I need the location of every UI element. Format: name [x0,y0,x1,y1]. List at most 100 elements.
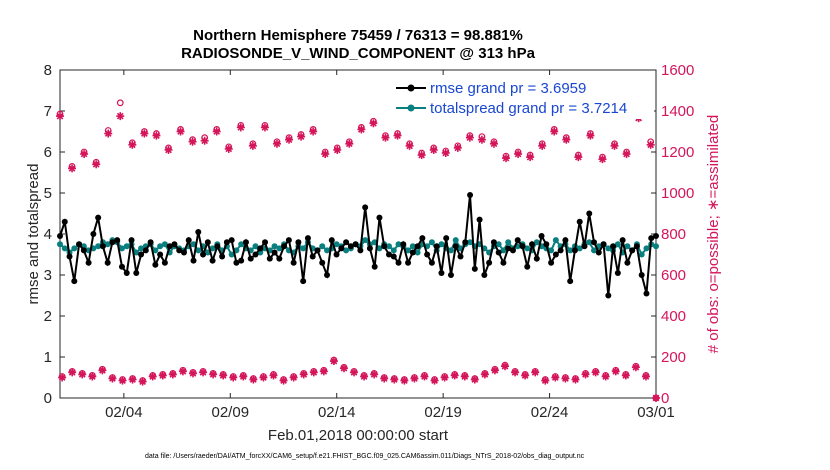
star-stroke [418,151,426,159]
data-point [567,247,574,254]
data-point [624,259,631,266]
star-stroke [270,372,277,379]
data-point [357,247,364,254]
obs-assimilated-point [357,125,366,134]
chart-subtitle: RADIOSONDE_V_WIND_COMPONENT @ 313 hPa [181,45,536,62]
data-point [57,233,63,240]
legend-spread-label: totalspread grand pr = 3.7214 [430,100,627,117]
data-point [371,263,378,270]
obs-assimilated-point [178,367,187,376]
data-point [204,239,211,246]
data-point [586,210,593,217]
data-point [157,243,164,250]
data-point [190,257,197,264]
star-stroke [478,136,486,144]
star-stroke [321,150,329,158]
star-stroke [441,374,448,381]
data-point [95,214,102,221]
data-point [500,259,507,266]
obs-assimilated-point [390,375,399,384]
data-point [409,243,416,250]
data-point [414,249,421,256]
data-point [452,237,459,244]
obs-assimilated-point [118,376,127,385]
star-stroke [340,364,348,372]
data-point [123,269,130,276]
obs-assimilated-point [152,131,161,140]
obs-assimilated-point [501,362,510,371]
star-stroke [611,142,618,150]
obs-assimilated-point [430,376,439,385]
y-tick-label: 8 [44,62,52,79]
data-point [395,241,402,248]
star-stroke [421,373,428,380]
series-obs-assimilated- [56,112,655,173]
obs-assimilated-point [239,372,248,381]
star-stroke [502,154,510,162]
data-point [552,237,559,244]
star-stroke [572,376,579,383]
data-point [200,251,207,258]
data-point [152,261,159,268]
star-stroke [309,128,317,135]
star-stroke [249,142,257,150]
star-stroke [430,146,438,154]
data-point [343,239,350,246]
star-stroke [599,155,606,163]
obs-assimilated-point [269,371,278,380]
star-stroke [562,375,569,382]
x-axis-label: Feb.01,2018 00:00:00 start [268,427,449,444]
obs-assimilated-point [393,131,402,140]
data-point [467,239,474,246]
obs-assimilated-point [200,136,209,145]
star-stroke [199,369,207,376]
obs-assimilated-point [381,133,390,142]
data-point [376,245,383,252]
data-point [381,243,388,250]
star-stroke [562,136,570,144]
star-stroke [358,126,365,133]
star-stroke [612,367,620,375]
data-point [109,239,116,246]
obs-assimilated-point [611,367,620,376]
obs-assimilated-point [104,129,113,138]
star-stroke [491,366,499,374]
data-point [118,263,125,270]
obs-assimilated-point [68,164,77,173]
data-point [548,259,555,266]
star-stroke [225,145,233,153]
obs-assimilated-point [188,369,197,378]
star-stroke [466,134,474,142]
data-point [276,245,283,252]
obs-assimilated-point [531,368,540,377]
obs-assimilated-point [538,141,547,150]
obs-assimilated-point [410,374,419,383]
star-stroke [390,376,398,383]
data-point [104,241,111,248]
obs-assimilated-point [502,154,511,163]
obs-assimilated-point [56,112,64,121]
obs-assimilated-point [490,366,499,375]
obs-assimilated-point [224,144,233,153]
y-axis-label: rmse and totalspread [25,164,42,305]
obs-assimilated-point [622,150,631,159]
data-point [214,243,221,250]
data-point [548,247,555,254]
star-stroke [360,373,368,380]
obs-possible-point [116,99,124,107]
x-tick-label: 02/04 [105,404,143,421]
data-point [147,239,154,246]
footer-data-file: data file: /Users/raeder/DAI/ATM_forcXX/… [145,453,585,460]
obs-assimilated-point [550,127,559,136]
data-point [629,247,636,254]
data-point [653,243,659,250]
data-point [533,239,540,246]
obs-assimilated-point [621,371,630,380]
data-point [180,249,187,256]
data-point [161,259,168,266]
obs-assimilated-point [526,153,535,162]
star-stroke [526,153,534,161]
data-point [228,237,235,244]
y2-tick-label: 0 [661,390,669,407]
